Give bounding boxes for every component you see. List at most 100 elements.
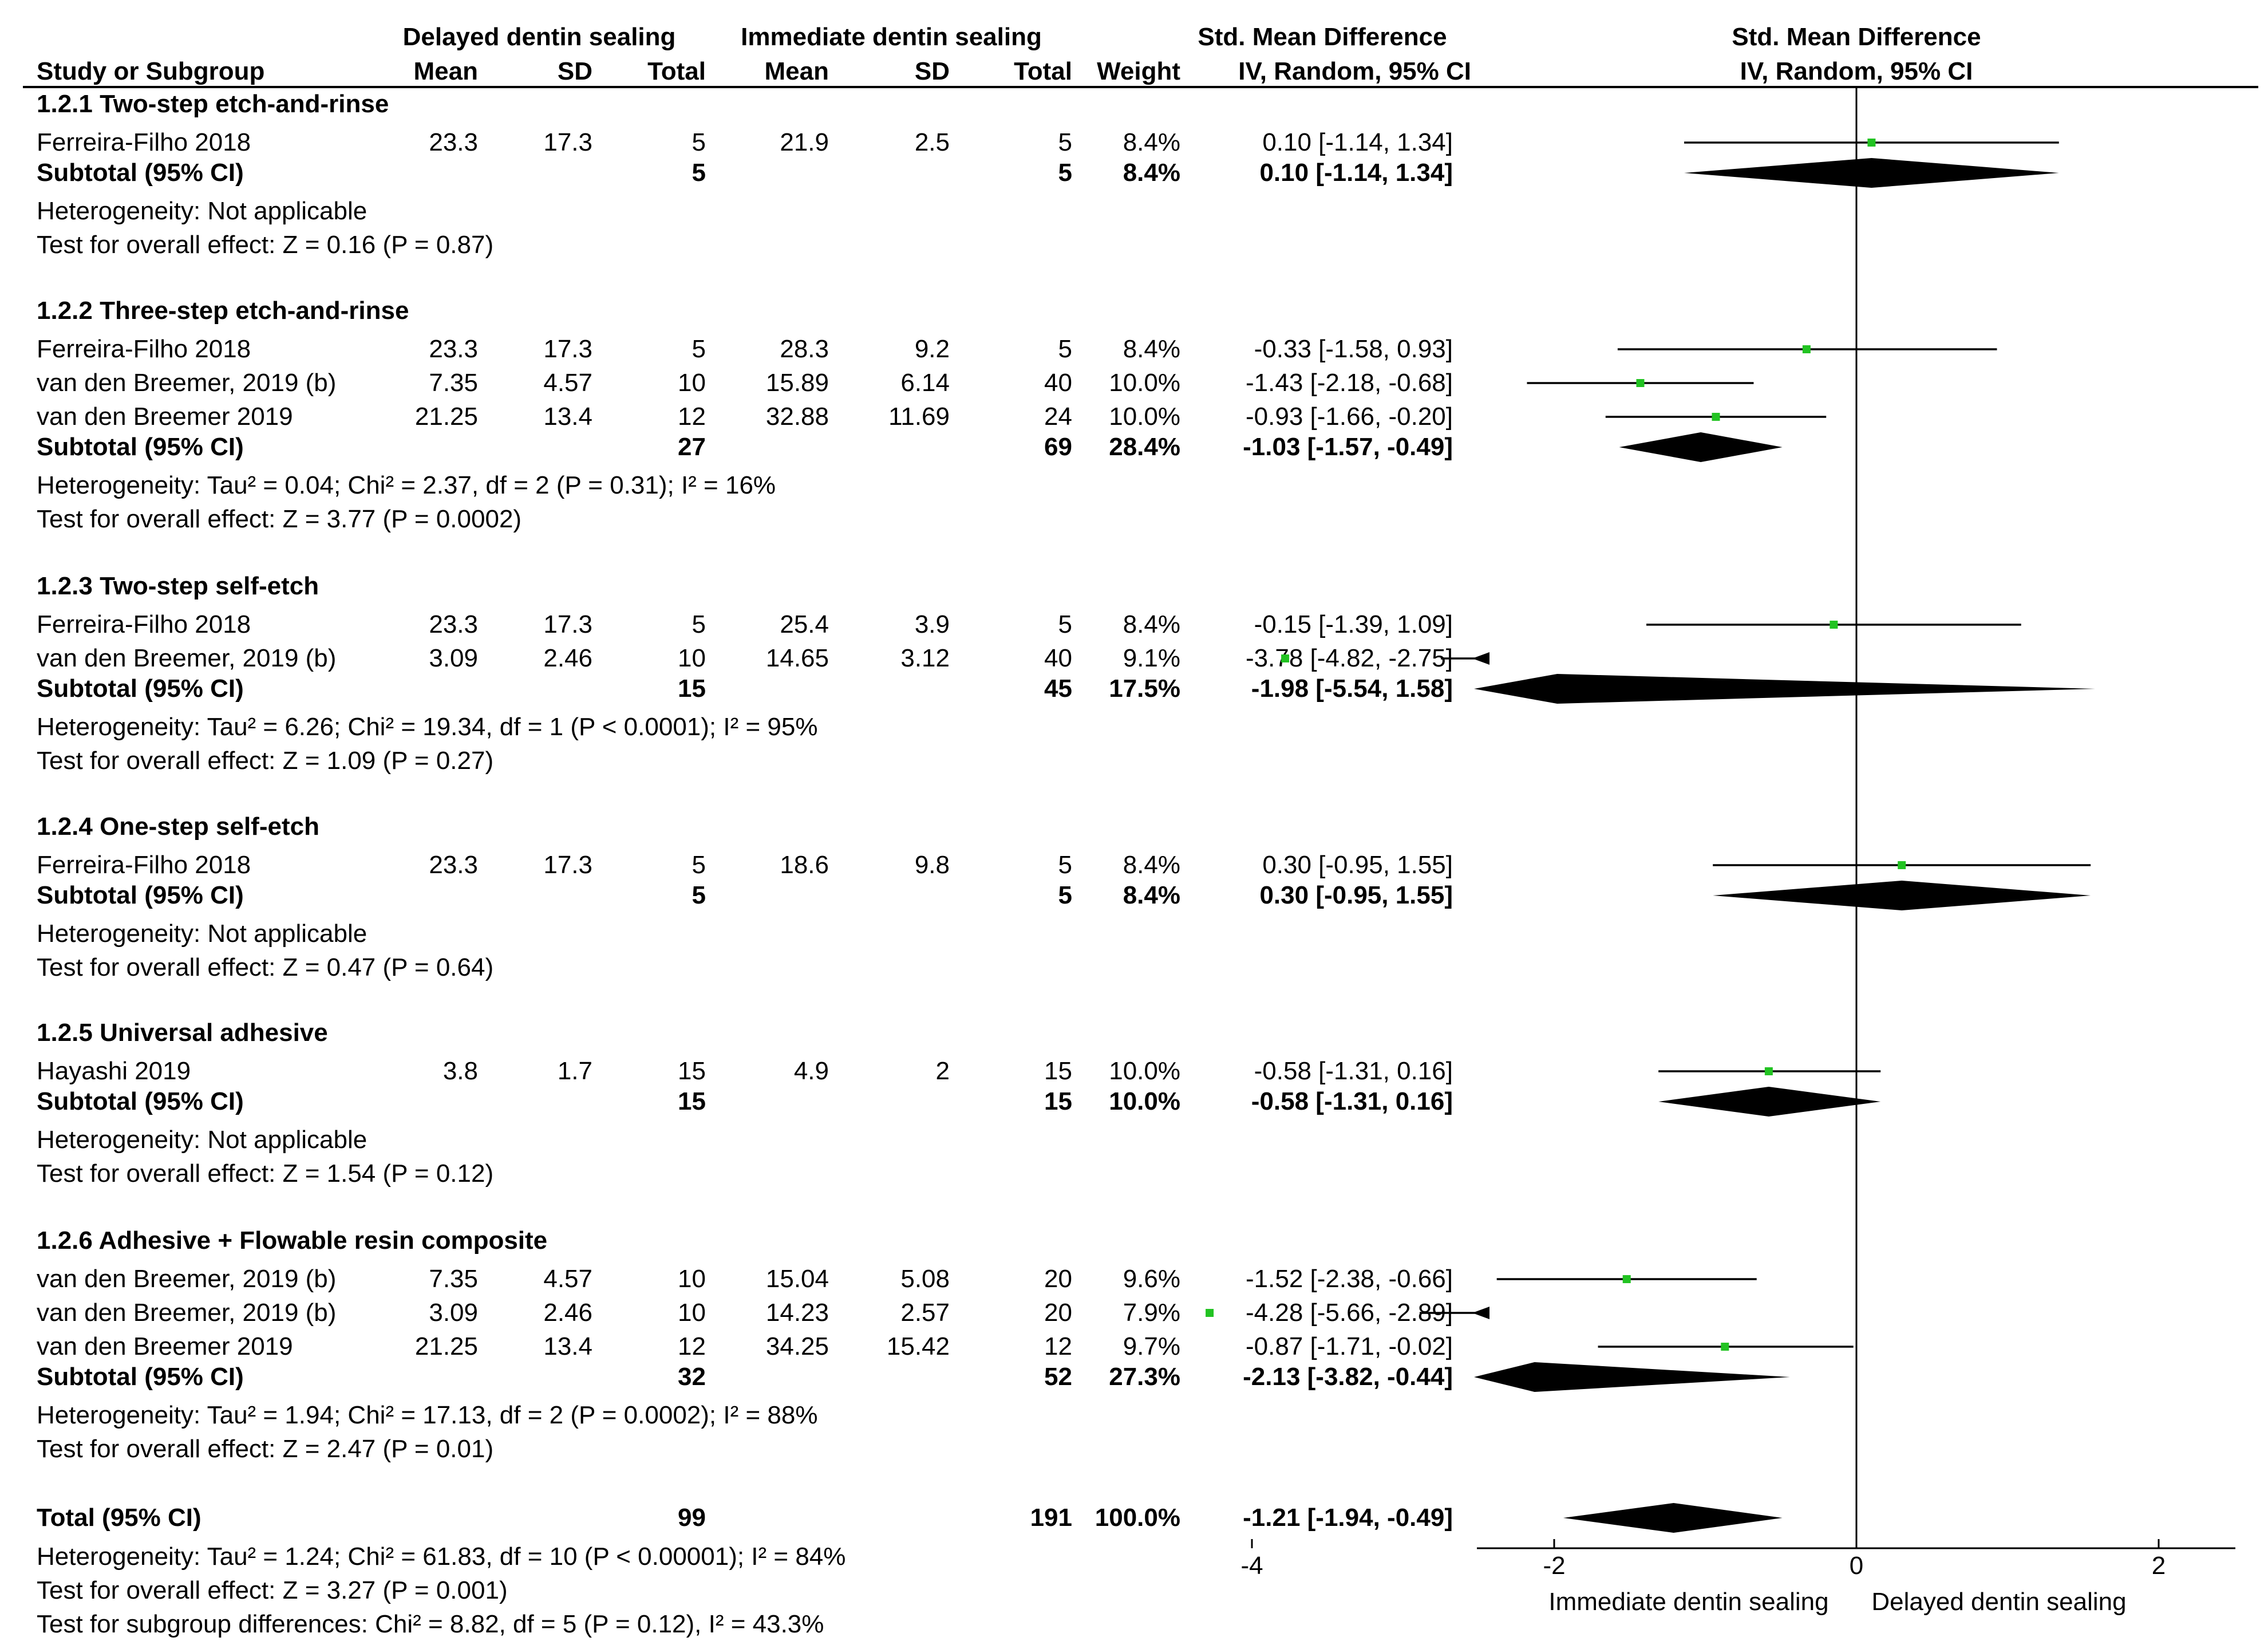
subtotal-ci: -0.58 [-1.31, 0.16] bbox=[1251, 1087, 1453, 1115]
study-sd1: 17.3 bbox=[543, 128, 592, 156]
study-ci: -4.28 [-5.66, -2.89] bbox=[1246, 1299, 1453, 1327]
study-sd2: 2.5 bbox=[915, 128, 950, 156]
study-n1: 12 bbox=[678, 1332, 706, 1360]
study-sd2: 2 bbox=[936, 1057, 950, 1085]
study-sd2: 3.9 bbox=[915, 610, 950, 638]
study-n2: 5 bbox=[1058, 851, 1072, 879]
header-study: Study or Subgroup bbox=[37, 57, 264, 85]
study-ci: 0.10 [-1.14, 1.34] bbox=[1262, 128, 1453, 156]
study-mean1: 21.25 bbox=[415, 1332, 478, 1360]
study-weight: 7.9% bbox=[1123, 1299, 1180, 1327]
study-mean2: 15.04 bbox=[766, 1265, 829, 1293]
subtotal-n1: 32 bbox=[678, 1363, 706, 1391]
study-n2: 5 bbox=[1058, 335, 1072, 363]
subtotal-n1: 15 bbox=[678, 1087, 706, 1115]
subtotal-label: Subtotal (95% CI) bbox=[37, 881, 244, 909]
heterogeneity-text: Heterogeneity: Tau² = 6.26; Chi² = 19.34… bbox=[37, 713, 817, 741]
heterogeneity-text: Heterogeneity: Not applicable bbox=[37, 920, 367, 948]
header-total2: Total bbox=[1014, 57, 1072, 85]
study-mean1: 7.35 bbox=[429, 1265, 478, 1293]
study-name: van den Breemer 2019 bbox=[37, 1332, 293, 1360]
study-ci: -3.78 [-4.82, -2.75] bbox=[1246, 644, 1453, 672]
study-mean2: 34.25 bbox=[766, 1332, 829, 1360]
subgroup-title: 1.2.6 Adhesive + Flowable resin composit… bbox=[37, 1226, 547, 1255]
x-tick-label: -4 bbox=[1240, 1552, 1263, 1580]
study-n2: 24 bbox=[1044, 403, 1072, 431]
study-name: Ferreira-Filho 2018 bbox=[37, 335, 251, 363]
subtotal-n2: 5 bbox=[1058, 881, 1072, 909]
study-weight: 10.0% bbox=[1109, 1057, 1180, 1085]
subtotal-n2: 52 bbox=[1044, 1363, 1072, 1391]
study-name: van den Breemer, 2019 (b) bbox=[37, 1265, 336, 1293]
study-weight: 8.4% bbox=[1123, 128, 1180, 156]
study-ci: -0.15 [-1.39, 1.09] bbox=[1254, 610, 1453, 638]
overall-effect-text: Test for overall effect: Z = 1.09 (P = 0… bbox=[37, 747, 493, 775]
subtotal-label: Subtotal (95% CI) bbox=[37, 433, 244, 461]
study-mean1: 21.25 bbox=[415, 403, 478, 431]
study-sd1: 17.3 bbox=[543, 851, 592, 879]
point-estimate bbox=[1636, 379, 1645, 387]
subtotal-n2: 45 bbox=[1044, 674, 1072, 703]
study-ci: -1.43 [-2.18, -0.68] bbox=[1246, 369, 1453, 397]
study-name: van den Breemer, 2019 (b) bbox=[37, 1299, 336, 1327]
subtotal-ci: -1.98 [-5.54, 1.58] bbox=[1251, 674, 1453, 703]
header-effect: Std. Mean Difference bbox=[1198, 23, 1447, 51]
subtotal-weight: 8.4% bbox=[1123, 159, 1180, 187]
total-heterogeneity: Heterogeneity: Tau² = 1.24; Chi² = 61.83… bbox=[37, 1543, 845, 1571]
x-tick-label: -2 bbox=[1543, 1552, 1565, 1580]
study-mean2: 25.4 bbox=[780, 610, 829, 638]
study-sd1: 4.57 bbox=[543, 1265, 592, 1293]
study-n1: 5 bbox=[692, 610, 706, 638]
study-n1: 10 bbox=[678, 644, 706, 672]
total-weight: 100.0% bbox=[1095, 1504, 1180, 1532]
study-ci: -0.33 [-1.58, 0.93] bbox=[1254, 335, 1453, 363]
total-diamond bbox=[1563, 1503, 1783, 1533]
study-mean2: 28.3 bbox=[780, 335, 829, 363]
study-sd1: 4.57 bbox=[543, 369, 592, 397]
study-sd2: 15.42 bbox=[887, 1332, 950, 1360]
header-method: IV, Random, 95% CI bbox=[1238, 57, 1471, 85]
header-mean1: Mean bbox=[414, 57, 478, 85]
study-mean1: 23.3 bbox=[429, 128, 478, 156]
study-ci: -0.93 [-1.66, -0.20] bbox=[1246, 403, 1453, 431]
study-name: Ferreira-Filho 2018 bbox=[37, 128, 251, 156]
subtotal-diamond bbox=[1713, 881, 2091, 910]
study-mean1: 7.35 bbox=[429, 369, 478, 397]
subgroup-differences: Test for subgroup differences: Chi² = 8.… bbox=[37, 1610, 824, 1638]
study-mean1: 23.3 bbox=[429, 851, 478, 879]
point-estimate bbox=[1622, 1275, 1631, 1283]
header-mean2: Mean bbox=[765, 57, 829, 85]
subtotal-weight: 28.4% bbox=[1109, 433, 1180, 461]
total-n2: 191 bbox=[1030, 1504, 1072, 1532]
study-n1: 5 bbox=[692, 851, 706, 879]
subtotal-weight: 10.0% bbox=[1109, 1087, 1180, 1115]
point-estimate bbox=[1712, 413, 1720, 421]
study-weight: 9.6% bbox=[1123, 1265, 1180, 1293]
study-sd2: 2.57 bbox=[900, 1299, 950, 1327]
study-mean2: 32.88 bbox=[766, 403, 829, 431]
study-sd2: 9.2 bbox=[915, 335, 950, 363]
subtotal-ci: 0.30 [-0.95, 1.55] bbox=[1259, 881, 1453, 909]
x-tick-label: 0 bbox=[1850, 1552, 1863, 1580]
study-mean1: 23.3 bbox=[429, 610, 478, 638]
study-ci: -1.52 [-2.38, -0.66] bbox=[1246, 1265, 1453, 1293]
x-tick-label: 2 bbox=[2152, 1552, 2166, 1580]
header-group2: Immediate dentin sealing bbox=[741, 23, 1042, 51]
study-sd2: 3.12 bbox=[900, 644, 950, 672]
subtotal-ci: -2.13 [-3.82, -0.44] bbox=[1243, 1363, 1453, 1391]
point-estimate bbox=[1898, 861, 1906, 869]
study-n2: 20 bbox=[1044, 1265, 1072, 1293]
study-n1: 15 bbox=[678, 1057, 706, 1085]
study-sd2: 11.69 bbox=[888, 403, 950, 431]
study-sd2: 6.14 bbox=[900, 369, 950, 397]
study-n1: 5 bbox=[692, 335, 706, 363]
subtotal-ci: 0.10 [-1.14, 1.34] bbox=[1259, 159, 1453, 187]
subtotal-weight: 17.5% bbox=[1109, 674, 1180, 703]
study-weight: 8.4% bbox=[1123, 851, 1180, 879]
study-sd1: 1.7 bbox=[558, 1057, 592, 1085]
overall-effect-text: Test for overall effect: Z = 3.77 (P = 0… bbox=[37, 505, 521, 533]
ci-arrow bbox=[1472, 652, 1489, 665]
study-n1: 5 bbox=[692, 128, 706, 156]
subtotal-diamond bbox=[1684, 158, 2059, 188]
